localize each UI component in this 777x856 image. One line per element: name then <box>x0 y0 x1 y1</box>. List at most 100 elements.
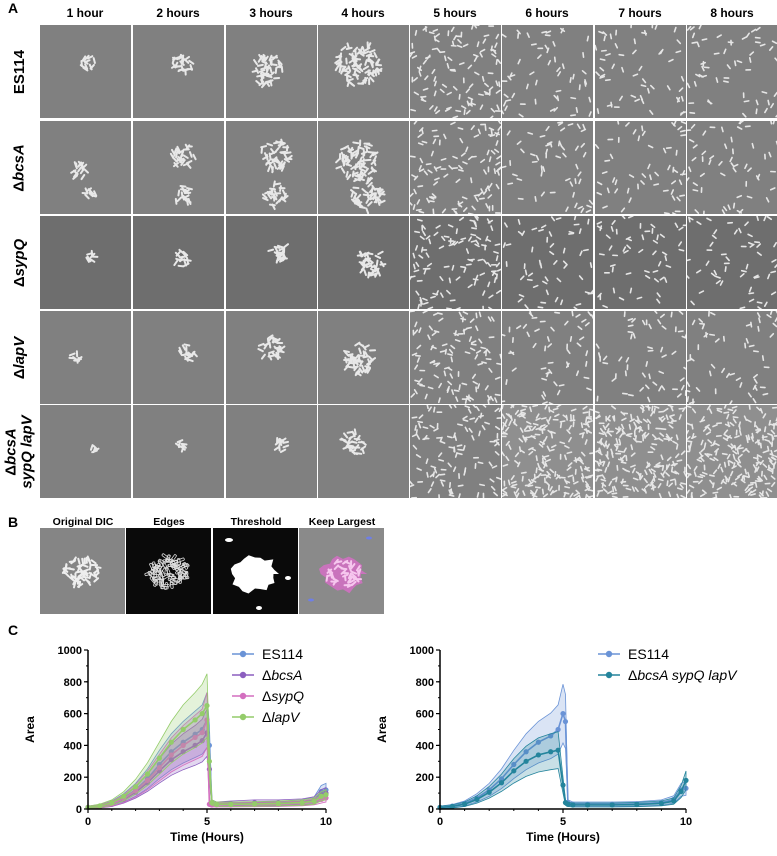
data-point <box>323 792 329 798</box>
time-header: 8 hours <box>710 6 754 20</box>
dic-image-cell <box>40 121 131 214</box>
dic-image-cell <box>318 121 409 214</box>
dic-image-cell <box>502 216 593 309</box>
area-chart-left: 0 200 400 600 800 1000 0 5 10 Time (Hours) Area ES1… <box>20 636 360 856</box>
dic-image-cell <box>40 216 131 309</box>
data-point <box>560 782 566 788</box>
x-tick-label: 0 <box>437 816 443 828</box>
time-header: 4 hours <box>341 6 385 20</box>
time-header: 3 hours <box>249 6 293 20</box>
dic-image-cell <box>595 405 686 498</box>
dic-image-cell <box>133 405 224 498</box>
x-tick-label: 10 <box>320 816 332 828</box>
data-point <box>156 755 162 761</box>
time-header: 5 hours <box>433 6 477 20</box>
data-point <box>97 803 103 809</box>
data-point <box>133 788 139 794</box>
data-point <box>658 800 664 807</box>
dic-image-cell <box>133 121 224 214</box>
data-point <box>671 798 677 804</box>
dic-image-cell <box>40 311 131 404</box>
data-point <box>462 801 468 807</box>
data-point <box>683 777 689 783</box>
data-point <box>192 717 198 723</box>
data-point <box>252 801 258 807</box>
threshold-image <box>213 528 298 614</box>
data-point <box>609 802 615 808</box>
strain-label: ΔbcsA <box>11 143 28 192</box>
keep-largest-image <box>299 528 384 614</box>
dic-image-cell <box>687 311 777 404</box>
dic-image-cell <box>318 405 409 498</box>
dic-image-cell <box>133 311 224 404</box>
x-tick-label: 5 <box>204 816 210 828</box>
dic-image-cell <box>687 216 777 309</box>
dic-image-cell <box>502 311 593 404</box>
panel-label-b: B <box>8 514 19 530</box>
y-tick-label: 0 <box>76 804 82 816</box>
dic-image-cell <box>40 405 131 498</box>
dic-image-cell <box>133 216 224 309</box>
data-point <box>311 798 317 804</box>
panel-label-c: C <box>8 622 19 638</box>
time-header: 7 hours <box>618 6 662 20</box>
dic-image-cell <box>318 25 409 118</box>
strain-label: ES114 <box>11 49 28 94</box>
data-point <box>199 711 205 717</box>
dic-image-cell <box>318 216 409 309</box>
data-point <box>523 749 529 755</box>
data-point <box>156 765 162 771</box>
panel-label-a: A <box>8 0 19 16</box>
y-axis-label: Area <box>23 716 37 743</box>
legend-label: ΔsypQ <box>262 688 304 704</box>
y-tick-label: 1000 <box>58 645 82 657</box>
dic-image-cell <box>133 25 224 118</box>
strain-label: ΔbcsA sypQ lapV <box>3 414 37 489</box>
data-point <box>498 780 505 786</box>
legend-label: ES114 <box>628 646 669 662</box>
series-band <box>439 731 687 810</box>
data-point <box>209 800 215 806</box>
data-point <box>486 789 492 795</box>
data-point <box>565 801 571 807</box>
data-point <box>678 788 684 795</box>
data-point <box>109 800 115 806</box>
series-line <box>439 749 687 809</box>
legend-label: ES114 <box>262 646 303 662</box>
series-line <box>87 702 327 809</box>
data-point <box>168 739 174 745</box>
header-edges: Edges <box>153 516 185 528</box>
x-tick-label: 5 <box>560 816 566 828</box>
dic-image-cell <box>595 25 686 118</box>
data-point <box>180 726 186 733</box>
data-point <box>144 777 151 783</box>
data-point <box>535 752 541 758</box>
data-point <box>498 776 505 782</box>
legend-label: ΔbcsA sypQ lapV <box>628 667 738 683</box>
x-axis-label: Time (Hours) <box>170 830 244 844</box>
y-tick-label: 200 <box>416 772 434 784</box>
x-tick-label: 0 <box>85 816 91 828</box>
data-point <box>275 800 281 807</box>
data-point <box>192 734 198 741</box>
data-point <box>144 771 151 777</box>
data-point <box>570 802 576 808</box>
dic-image-cell <box>226 121 317 214</box>
data-point <box>548 749 554 755</box>
edges-image <box>126 528 211 614</box>
data-point <box>168 757 174 763</box>
x-tick-label: 10 <box>680 816 692 828</box>
y-tick-label: 600 <box>64 709 82 721</box>
dic-image-cell <box>595 311 686 404</box>
dic-image-cell <box>410 25 501 118</box>
dic-image-cell <box>502 121 593 214</box>
dic-image-cell <box>595 216 686 309</box>
data-point <box>180 742 186 748</box>
header-original-dic: Original DIC <box>52 516 114 528</box>
data-point <box>204 703 210 709</box>
time-header: 1 hour <box>66 6 104 20</box>
strain-label: ΔlapV <box>11 336 28 379</box>
dic-image-cell <box>595 121 686 214</box>
dic-image-cell <box>410 311 501 404</box>
data-point <box>318 793 324 799</box>
